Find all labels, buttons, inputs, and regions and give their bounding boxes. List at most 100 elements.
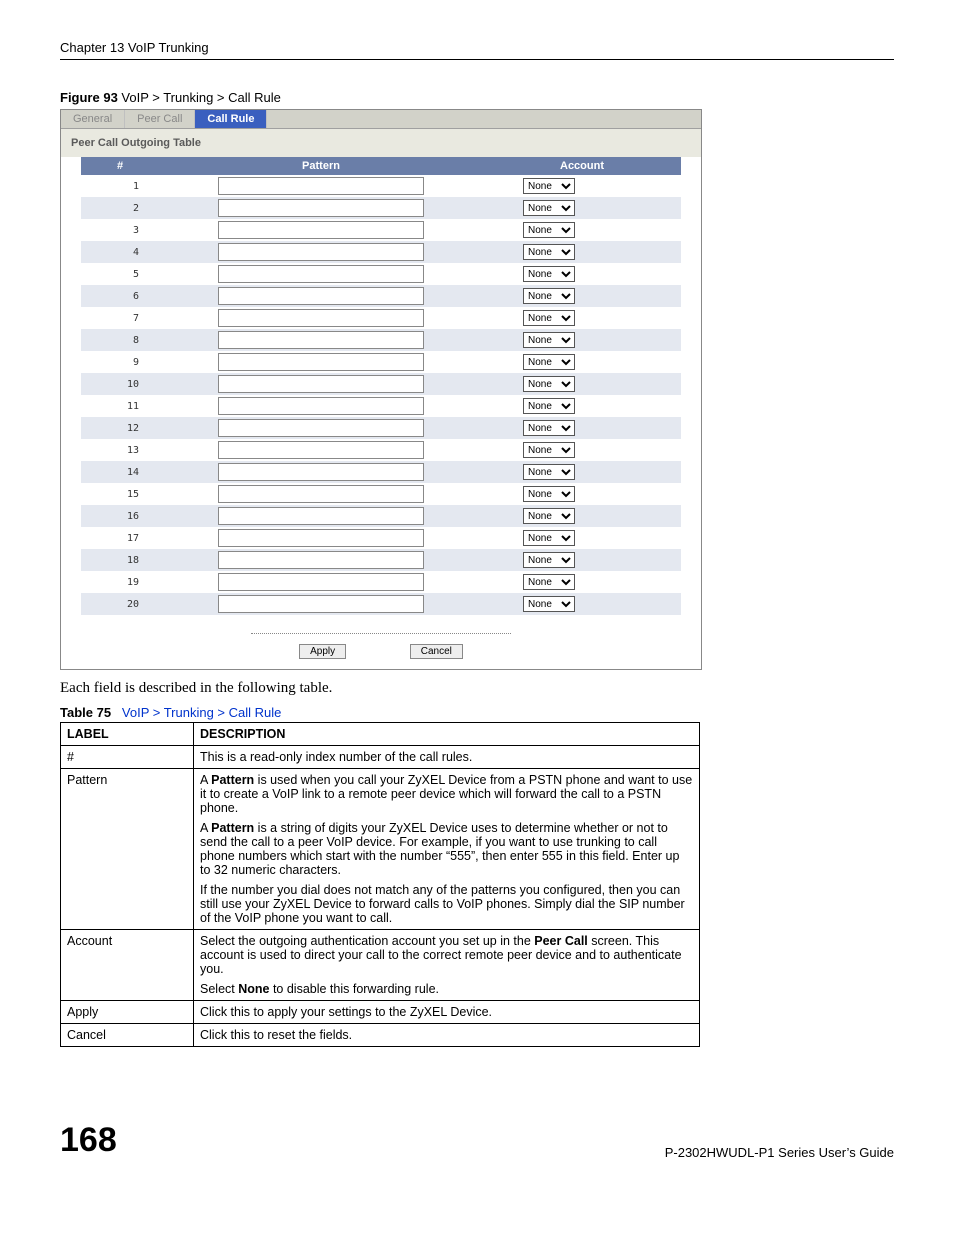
row-index: 18 (81, 549, 159, 571)
pattern-input[interactable] (218, 353, 424, 371)
pattern-cell (159, 417, 483, 439)
account-cell: None (483, 175, 681, 197)
table-caption-bold: Table 75 (60, 705, 111, 720)
table-row: 7None (81, 307, 681, 329)
header-rule (60, 59, 894, 60)
pattern-cell (159, 483, 483, 505)
account-select[interactable]: None (523, 310, 575, 326)
pattern-input[interactable] (218, 243, 424, 261)
pattern-input[interactable] (218, 463, 424, 481)
pattern-input[interactable] (218, 331, 424, 349)
account-select[interactable]: None (523, 552, 575, 568)
table-row: 10None (81, 373, 681, 395)
account-select[interactable]: None (523, 266, 575, 282)
pattern-input[interactable] (218, 419, 424, 437)
pattern-input[interactable] (218, 529, 424, 547)
desc-description: Click this to reset the fields. (194, 1024, 700, 1047)
pattern-input[interactable] (218, 375, 424, 393)
table-row: 8 None (81, 329, 681, 351)
pattern-input[interactable] (218, 309, 424, 327)
screenshot-panel: GeneralPeer CallCall Rule Peer Call Outg… (60, 109, 702, 670)
pattern-input[interactable] (218, 441, 424, 459)
table-row: 19 None (81, 571, 681, 593)
account-select[interactable]: None (523, 200, 575, 216)
account-select[interactable]: None (523, 178, 575, 194)
table-row: 12None (81, 417, 681, 439)
pattern-cell (159, 263, 483, 285)
account-cell: None (483, 351, 681, 373)
tab-general[interactable]: General (61, 110, 125, 128)
table-row: 6 None (81, 285, 681, 307)
pattern-input[interactable] (218, 551, 424, 569)
figure-caption: Figure 93 VoIP > Trunking > Call Rule (60, 90, 894, 105)
desc-label: Cancel (61, 1024, 194, 1047)
pattern-cell (159, 395, 483, 417)
account-select[interactable]: None (523, 464, 575, 480)
desc-label: Apply (61, 1001, 194, 1024)
pattern-cell (159, 549, 483, 571)
pattern-input[interactable] (218, 287, 424, 305)
table-row: 14None (81, 461, 681, 483)
pattern-cell (159, 219, 483, 241)
pattern-cell (159, 197, 483, 219)
account-select[interactable]: None (523, 596, 575, 612)
desc-description: Select the outgoing authentication accou… (194, 930, 700, 1001)
row-index: 1 (81, 175, 159, 197)
account-select[interactable]: None (523, 574, 575, 590)
desc-header-description: DESCRIPTION (194, 723, 700, 746)
account-cell: None (483, 417, 681, 439)
cancel-button[interactable]: Cancel (410, 644, 463, 659)
table-row: 16 None (81, 505, 681, 527)
pattern-input[interactable] (218, 485, 424, 503)
account-select[interactable]: None (523, 420, 575, 436)
pattern-input[interactable] (218, 177, 424, 195)
apply-button[interactable]: Apply (299, 644, 346, 659)
account-select[interactable]: None (523, 332, 575, 348)
tab-peer-call[interactable]: Peer Call (125, 110, 195, 128)
pattern-input[interactable] (218, 397, 424, 415)
figure-caption-bold: Figure 93 (60, 90, 118, 105)
account-cell: None (483, 593, 681, 615)
pattern-cell (159, 461, 483, 483)
account-select[interactable]: None (523, 222, 575, 238)
row-index: 3 (81, 219, 159, 241)
pattern-input[interactable] (218, 199, 424, 217)
account-select[interactable]: None (523, 508, 575, 524)
account-select[interactable]: None (523, 354, 575, 370)
table-row: 17 None (81, 527, 681, 549)
pattern-input[interactable] (218, 507, 424, 525)
account-cell: None (483, 219, 681, 241)
tab-bar: GeneralPeer CallCall Rule (61, 110, 701, 129)
account-select[interactable]: None (523, 288, 575, 304)
row-index: 6 (81, 285, 159, 307)
desc-description: A Pattern is used when you call your ZyX… (194, 769, 700, 930)
row-index: 16 (81, 505, 159, 527)
pattern-cell (159, 285, 483, 307)
pattern-input[interactable] (218, 595, 424, 613)
account-select[interactable]: None (523, 244, 575, 260)
account-cell: None (483, 373, 681, 395)
account-select[interactable]: None (523, 376, 575, 392)
account-select[interactable]: None (523, 486, 575, 502)
account-cell: None (483, 395, 681, 417)
desc-row: AccountSelect the outgoing authenticatio… (61, 930, 700, 1001)
row-index: 17 (81, 527, 159, 549)
account-select[interactable]: None (523, 398, 575, 414)
row-index: 4 (81, 241, 159, 263)
pattern-input[interactable] (218, 265, 424, 283)
pattern-cell (159, 329, 483, 351)
desc-label: # (61, 746, 194, 769)
account-cell: None (483, 527, 681, 549)
pattern-input[interactable] (218, 573, 424, 591)
desc-row: #This is a read-only index number of the… (61, 746, 700, 769)
tab-call-rule[interactable]: Call Rule (195, 110, 267, 128)
account-select[interactable]: None (523, 442, 575, 458)
pattern-cell (159, 505, 483, 527)
guide-title: P-2302HWUDL-P1 Series User’s Guide (665, 1145, 894, 1160)
row-index: 13 (81, 439, 159, 461)
pattern-input[interactable] (218, 221, 424, 239)
row-index: 8 (81, 329, 159, 351)
desc-label: Account (61, 930, 194, 1001)
row-index: 19 (81, 571, 159, 593)
account-select[interactable]: None (523, 530, 575, 546)
